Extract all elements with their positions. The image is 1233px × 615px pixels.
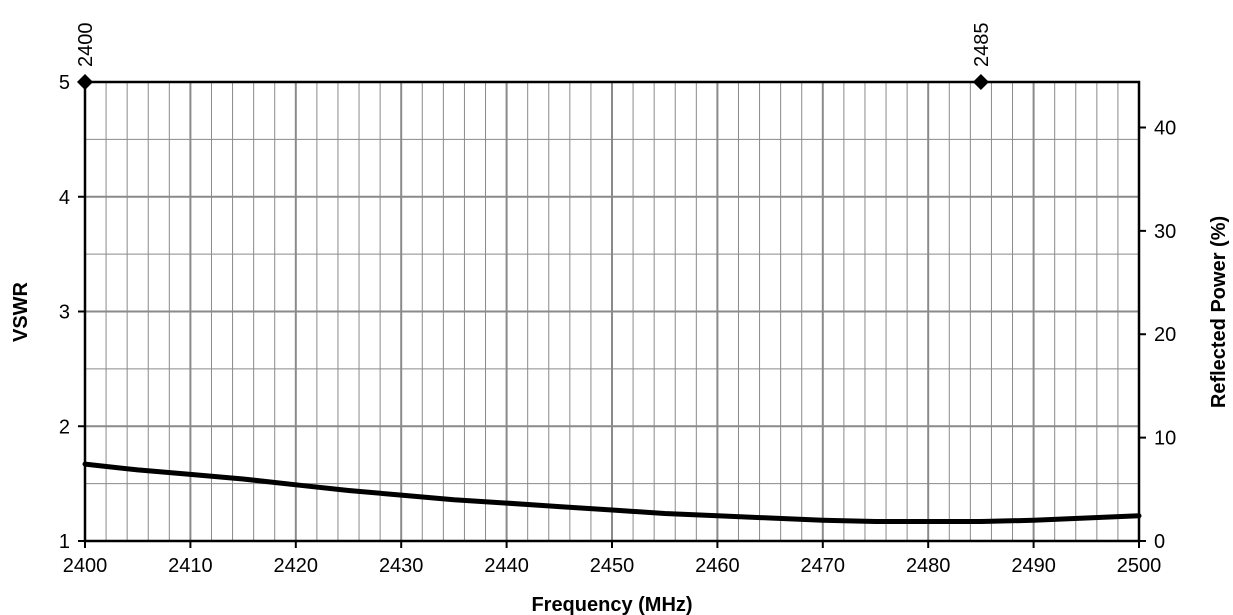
frequency-marker bbox=[972, 74, 989, 90]
y2-tick-label: 0 bbox=[1154, 531, 1165, 553]
y2-tick-label: 40 bbox=[1154, 117, 1176, 139]
x-tick-label: 2470 bbox=[801, 555, 846, 577]
y-tick-label: 4 bbox=[59, 187, 70, 209]
y2-axis-title: Reflected Power (%) bbox=[1208, 216, 1230, 408]
x-tick-marks bbox=[84, 541, 1140, 548]
x-tick-label: 2420 bbox=[274, 555, 319, 577]
frequency-marker-label: 2485 bbox=[971, 23, 993, 68]
x-tick-label: 2400 bbox=[63, 555, 108, 577]
x-tick-label: 2460 bbox=[695, 555, 740, 577]
y2-tick-label: 10 bbox=[1154, 428, 1176, 450]
y-tick-labels: 1 2 3 4 5 bbox=[59, 72, 70, 553]
y-tick-label: 1 bbox=[59, 531, 70, 553]
y2-tick-label: 30 bbox=[1154, 221, 1176, 243]
series-layer bbox=[82, 461, 1142, 524]
x-tick-label: 2430 bbox=[379, 555, 424, 577]
y-tick-label: 2 bbox=[59, 416, 70, 438]
vswr-series-line bbox=[82, 461, 1142, 524]
x-tick-label: 2480 bbox=[906, 555, 951, 577]
frequency-marker bbox=[77, 74, 93, 90]
frequency-marker-label: 2400 bbox=[75, 23, 97, 68]
markers-layer: 2400 2485 bbox=[75, 23, 993, 90]
y-axis-title: VSWR bbox=[10, 281, 32, 342]
x-tick-label: 2450 bbox=[590, 555, 635, 577]
x-tick-label: 2410 bbox=[168, 555, 213, 577]
y-tick-label: 3 bbox=[59, 302, 70, 324]
y2-tick-marks bbox=[1139, 126, 1146, 542]
y2-tick-labels: 0 10 20 30 40 bbox=[1154, 117, 1176, 553]
x-tick-label: 2500 bbox=[1117, 555, 1162, 577]
x-tick-label: 2440 bbox=[484, 555, 529, 577]
x-tick-label: 2490 bbox=[1011, 555, 1056, 577]
x-axis-title: Frequency (MHz) bbox=[531, 594, 692, 615]
x-tick-labels: 2400 2410 2420 2430 2440 2450 2460 2470 2480 2490… bbox=[63, 555, 1162, 577]
major-gridlines bbox=[84, 81, 1140, 542]
y2-tick-label: 20 bbox=[1154, 324, 1176, 346]
y-tick-label: 5 bbox=[59, 72, 70, 94]
